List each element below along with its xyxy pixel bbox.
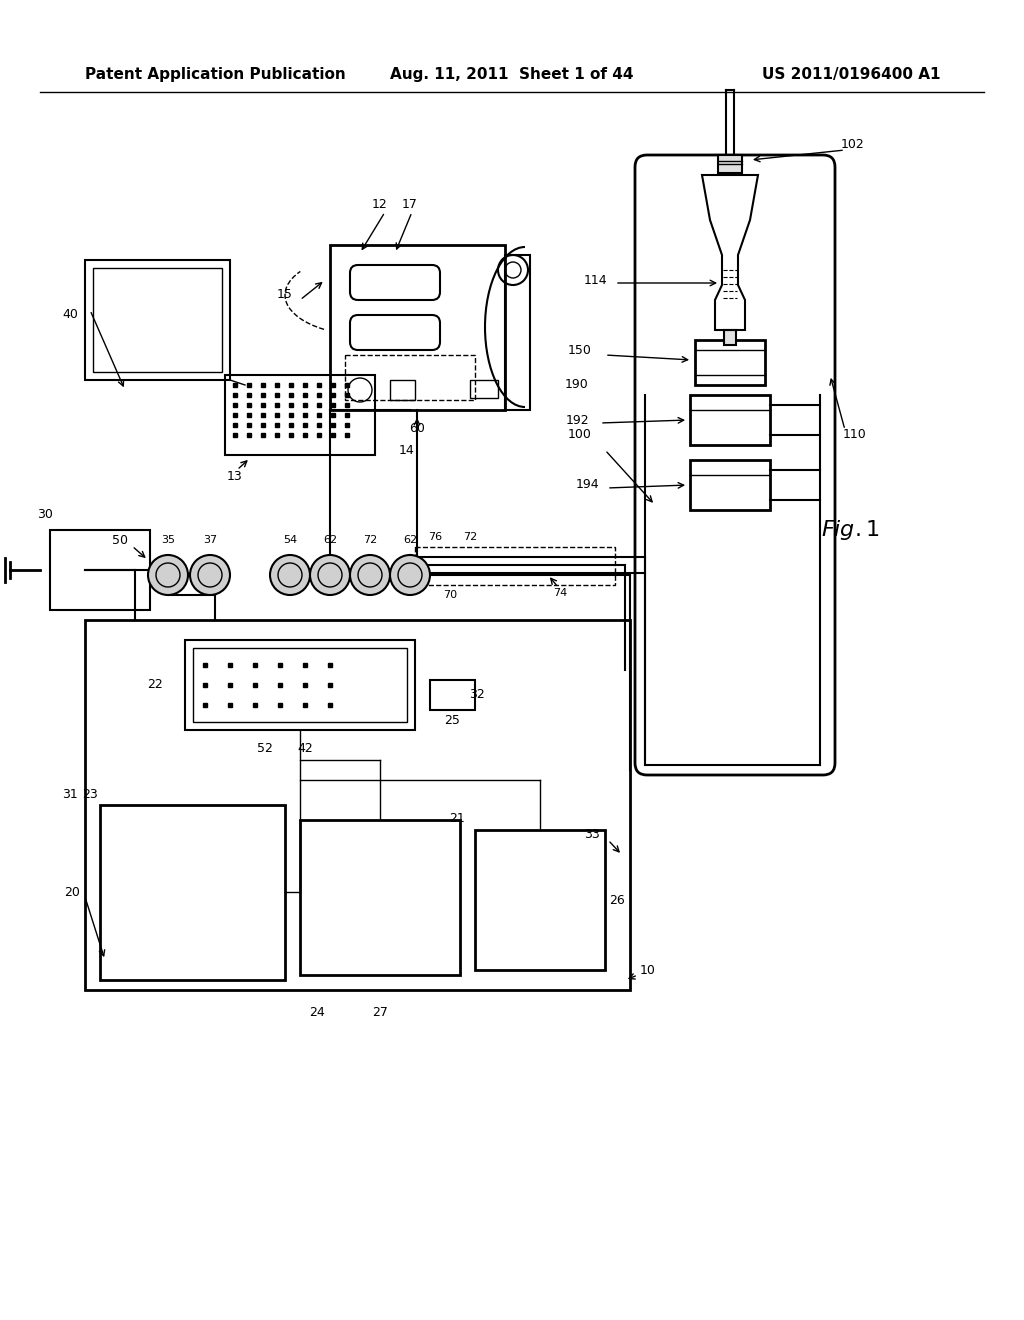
Text: 40: 40 xyxy=(62,309,78,322)
Bar xyxy=(185,640,415,730)
Bar xyxy=(85,260,230,380)
Bar xyxy=(193,648,407,722)
Text: 13: 13 xyxy=(227,470,243,483)
Bar xyxy=(505,255,530,411)
Text: 194: 194 xyxy=(575,479,599,491)
Text: 20: 20 xyxy=(65,886,80,899)
Text: 60: 60 xyxy=(409,421,425,434)
Bar xyxy=(415,546,615,585)
Text: 30: 30 xyxy=(37,508,53,521)
Text: 17: 17 xyxy=(402,198,418,211)
Text: 50: 50 xyxy=(112,533,128,546)
Text: Patent Application Publication: Patent Application Publication xyxy=(85,67,346,82)
Bar xyxy=(345,355,475,400)
Bar xyxy=(93,268,222,372)
Bar xyxy=(85,620,630,990)
Text: 76: 76 xyxy=(428,532,442,543)
Text: 150: 150 xyxy=(568,343,592,356)
Text: 10: 10 xyxy=(640,964,656,977)
Text: 37: 37 xyxy=(203,535,217,545)
Bar xyxy=(430,680,475,710)
Text: 62: 62 xyxy=(402,535,417,545)
Bar xyxy=(100,805,285,979)
Text: 15: 15 xyxy=(278,289,293,301)
Text: 70: 70 xyxy=(443,590,457,601)
Text: 27: 27 xyxy=(372,1006,388,1019)
Text: 114: 114 xyxy=(584,273,607,286)
Circle shape xyxy=(350,554,390,595)
Bar xyxy=(330,246,505,411)
Text: 21: 21 xyxy=(450,812,465,825)
Bar xyxy=(695,341,765,385)
Text: 54: 54 xyxy=(283,535,297,545)
Bar xyxy=(475,830,605,970)
Bar xyxy=(690,395,770,445)
Bar xyxy=(225,375,375,455)
Circle shape xyxy=(190,554,230,595)
Circle shape xyxy=(310,554,350,595)
Text: 33: 33 xyxy=(584,829,600,842)
Text: 72: 72 xyxy=(463,532,477,543)
Text: 22: 22 xyxy=(147,678,163,692)
Text: 14: 14 xyxy=(399,444,415,457)
Text: 12: 12 xyxy=(372,198,388,211)
Text: 23: 23 xyxy=(82,788,98,801)
Text: 42: 42 xyxy=(297,742,313,755)
Text: 32: 32 xyxy=(469,689,485,701)
Bar xyxy=(50,531,150,610)
Text: 74: 74 xyxy=(553,587,567,598)
Text: 100: 100 xyxy=(568,429,592,441)
Text: 190: 190 xyxy=(565,379,589,392)
Bar xyxy=(690,459,770,510)
Circle shape xyxy=(390,554,430,595)
Text: 52: 52 xyxy=(257,742,273,755)
Text: 110: 110 xyxy=(843,429,867,441)
Text: 31: 31 xyxy=(62,788,78,801)
Bar xyxy=(390,380,415,400)
Text: 72: 72 xyxy=(362,535,377,545)
Text: 26: 26 xyxy=(609,894,625,907)
Bar xyxy=(718,154,742,173)
Text: Aug. 11, 2011  Sheet 1 of 44: Aug. 11, 2011 Sheet 1 of 44 xyxy=(390,67,634,82)
Text: 192: 192 xyxy=(565,413,589,426)
Text: 35: 35 xyxy=(161,535,175,545)
Text: 25: 25 xyxy=(444,714,460,726)
Text: 62: 62 xyxy=(323,535,337,545)
Bar xyxy=(724,330,736,345)
Circle shape xyxy=(270,554,310,595)
Circle shape xyxy=(148,554,188,595)
Bar xyxy=(300,820,460,975)
Text: 102: 102 xyxy=(841,139,865,152)
Text: 24: 24 xyxy=(309,1006,325,1019)
Text: $\it{Fig.1}$: $\it{Fig.1}$ xyxy=(820,517,880,543)
Bar xyxy=(470,380,498,399)
Text: US 2011/0196400 A1: US 2011/0196400 A1 xyxy=(762,67,940,82)
